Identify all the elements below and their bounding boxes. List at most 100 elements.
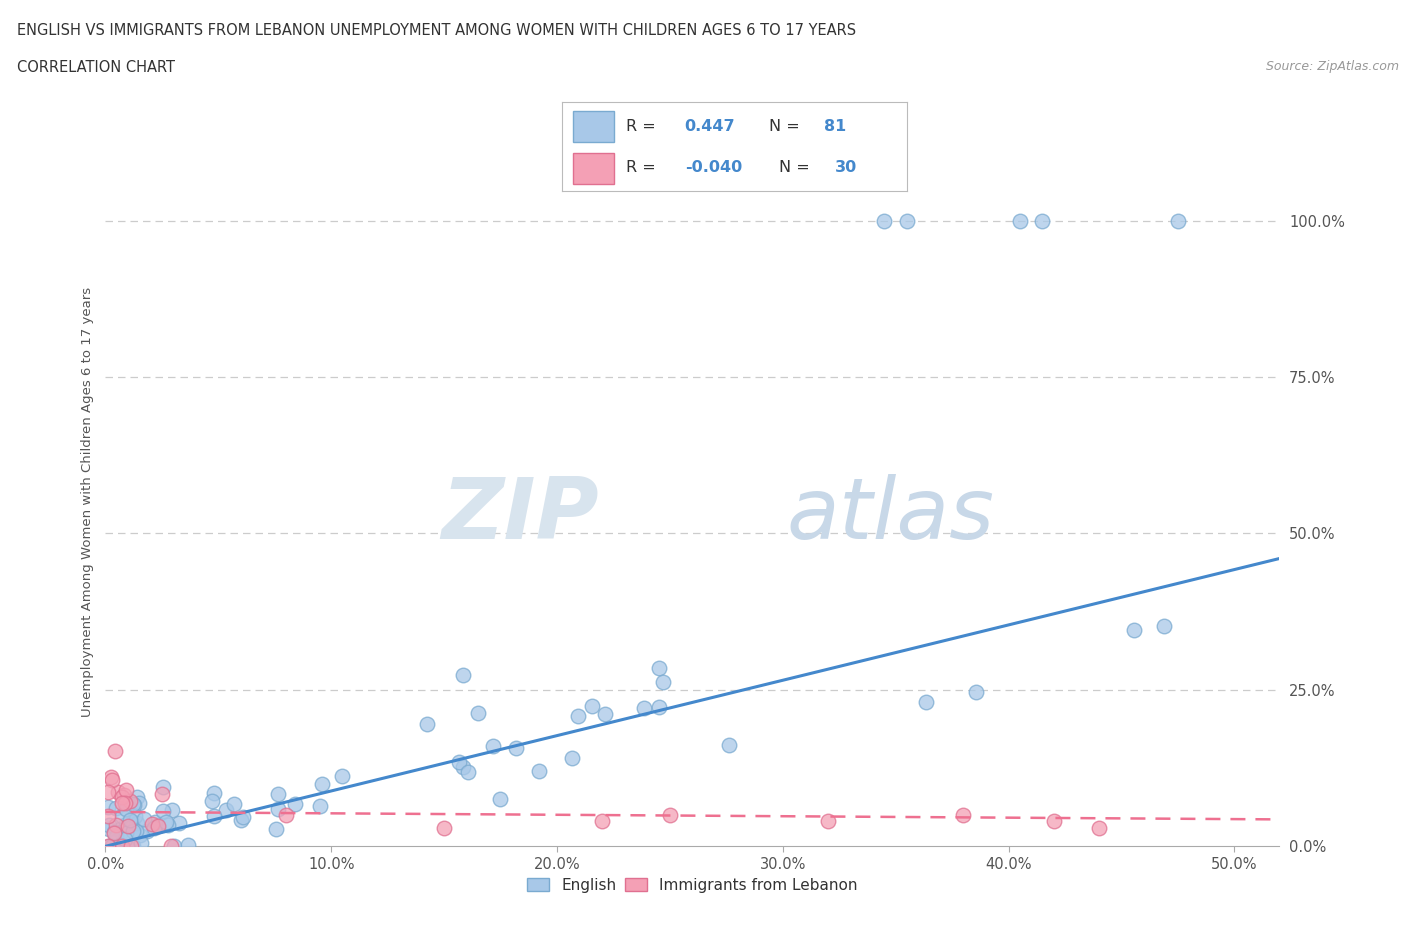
Point [122,797,145,812]
Point [105,839,128,854]
Point [284,797,307,812]
Point [104,744,127,759]
Point [125,816,148,830]
Point [529,764,551,778]
Point [167,816,190,830]
Point [155,815,177,830]
Point [114,782,136,797]
Point [718,737,741,752]
Text: R =: R = [626,160,661,175]
Point [1031,213,1053,228]
Point [103,825,125,840]
Point [157,817,180,832]
Point [264,822,287,837]
Point [115,802,138,817]
Point [567,709,589,724]
Point [104,801,127,816]
Point [98,839,121,854]
Point [896,213,918,228]
Point [100,773,122,788]
Point [202,785,225,800]
Text: CORRELATION CHART: CORRELATION CHART [17,60,174,75]
Point [311,777,333,791]
Point [114,831,136,846]
Text: atlas: atlas [786,474,994,557]
Text: N =: N = [779,160,815,175]
Point [202,808,225,823]
Point [633,700,655,715]
Point [111,809,134,824]
Point [97,839,120,854]
Point [103,825,125,840]
Point [125,823,148,838]
Point [118,813,141,828]
Point [152,804,174,818]
Point [447,755,470,770]
FancyBboxPatch shape [572,153,614,183]
Point [129,828,152,843]
Point [121,839,143,854]
Point [142,821,165,836]
Point [873,213,896,228]
Point [330,768,353,783]
Point [561,751,583,765]
Point [965,685,987,700]
Legend: English, Immigrants from Lebanon: English, Immigrants from Lebanon [523,873,862,897]
Point [110,825,132,840]
Point [1008,213,1031,228]
Point [112,788,135,803]
Point [467,705,489,720]
Point [160,839,183,854]
Text: 30: 30 [835,160,856,175]
Point [222,796,245,811]
Point [648,660,671,675]
Point [107,785,129,800]
Point [97,817,120,832]
Point [148,818,170,833]
Point [1088,820,1111,835]
Point [121,824,143,839]
Text: Source: ZipAtlas.com: Source: ZipAtlas.com [1265,60,1399,73]
FancyBboxPatch shape [572,112,614,142]
Point [101,839,124,854]
Point [111,790,134,804]
Point [128,796,150,811]
Point [1153,618,1175,633]
Point [100,769,122,784]
Point [433,820,456,835]
Point [201,793,224,808]
Point [451,667,474,682]
Point [457,764,479,779]
Point [152,779,174,794]
Point [267,801,290,816]
Point [176,837,198,852]
Point [120,794,142,809]
Point [489,791,512,806]
Point [108,822,131,837]
Point [914,695,936,710]
Text: N =: N = [769,119,806,134]
Point [274,807,297,822]
Point [111,795,134,810]
Text: 0.447: 0.447 [685,119,735,134]
Point [132,812,155,827]
Point [595,707,617,722]
Text: R =: R = [626,119,661,134]
Point [105,830,128,844]
Point [108,838,131,853]
Point [141,817,163,831]
Point [145,815,167,830]
Point [124,809,146,824]
Point [451,759,474,774]
Text: 81: 81 [824,119,846,134]
Point [817,814,839,829]
Point [122,798,145,813]
Text: ENGLISH VS IMMIGRANTS FROM LEBANON UNEMPLOYMENT AMONG WOMEN WITH CHILDREN AGES 6: ENGLISH VS IMMIGRANTS FROM LEBANON UNEMP… [17,23,856,38]
Point [115,839,138,854]
Point [658,807,681,822]
Point [150,786,173,801]
Point [1167,213,1189,228]
Point [952,807,974,822]
Point [121,815,143,830]
Point [1042,814,1064,829]
